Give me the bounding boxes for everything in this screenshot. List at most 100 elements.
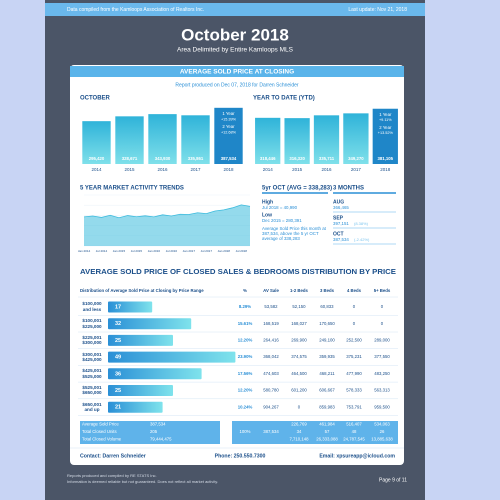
- table-cell: 477,990: [346, 371, 362, 376]
- table-cell: 368,042: [263, 354, 279, 359]
- column-header: %: [243, 288, 247, 293]
- column-header: 3 Beds: [320, 288, 335, 293]
- range-label: $225,001 $300,000: [82, 334, 102, 346]
- month-name: AUG: [333, 199, 344, 205]
- x-tick-label: Jul 2017: [201, 249, 213, 253]
- x-tick-label: Jul 2015: [131, 249, 143, 253]
- change-note: 1 Year: [379, 112, 392, 117]
- table-cell: 0: [353, 304, 356, 309]
- table-cell: 374,575: [291, 354, 307, 359]
- change-note: 2 Year: [379, 125, 392, 130]
- bar: [108, 301, 153, 313]
- table-cell: 359,935: [319, 354, 335, 359]
- avg-heading: 5yr OCT (AVG = 338,283): [262, 186, 332, 192]
- x-tick-label: Jan 2016: [148, 249, 161, 253]
- bar-label: 25: [115, 388, 121, 394]
- month-value: 387,534: [333, 237, 349, 242]
- disclaimer: Information is deemed reliable but not g…: [67, 479, 218, 484]
- table-cell: 249,100: [319, 338, 335, 343]
- table-cell: 753,791: [346, 404, 362, 409]
- chart-title: OCTOBER: [80, 96, 111, 102]
- x-tick-label: Jul 2018: [236, 249, 248, 253]
- table-cell: 168,519: [263, 321, 279, 326]
- column-header: 4 Beds: [347, 288, 362, 293]
- x-tick-label: Jan 2018: [218, 249, 231, 253]
- x-tick-label: 2018: [223, 167, 234, 172]
- change-note: +13.52%: [378, 131, 394, 135]
- month-change: (-2.42%): [354, 237, 370, 242]
- phone: Phone: 250.550.7300: [215, 453, 266, 459]
- page-number: Page 9 of 11: [379, 477, 407, 483]
- summary-label: Total Closed Volume: [82, 437, 122, 442]
- change-note: +15.39%: [221, 117, 237, 121]
- summary-beds: 13,885,638: [371, 437, 393, 442]
- top-strip: [45, 3, 425, 16]
- month-value: 366,465: [333, 205, 349, 210]
- change-note: +12.68%: [221, 130, 237, 134]
- table-cell: 8.29%: [239, 304, 251, 309]
- report-line: Report produced on Dec 07, 2018 for Darr…: [175, 82, 298, 88]
- bar: [108, 368, 202, 380]
- value-label: 318,446: [260, 156, 276, 161]
- chart-title: YEAR TO DATE (YTD): [253, 96, 315, 102]
- bar: [108, 385, 173, 396]
- table-cell: 0: [381, 321, 384, 326]
- value-label: 387,534: [221, 156, 237, 161]
- month-value: 397,151: [333, 221, 349, 226]
- table-cell: 601,200: [291, 388, 307, 393]
- table-title: AVERAGE SOLD PRICE OF CLOSED SALES & BED…: [80, 267, 396, 276]
- x-tick-label: 2015: [124, 167, 135, 172]
- x-tick-label: Jan 2015: [113, 249, 126, 253]
- table-cell: 60,833: [320, 304, 334, 309]
- x-tick-label: Jul 2016: [166, 249, 178, 253]
- table-cell: 17.56%: [238, 371, 253, 376]
- summary-beds: 516,407: [346, 422, 362, 427]
- line: [83, 204, 251, 219]
- summary-bg: [80, 421, 220, 444]
- x-tick-label: 2015: [292, 167, 303, 172]
- last-update: Last update: Nov 21, 2018: [348, 7, 407, 13]
- title: October 2018: [181, 25, 289, 44]
- summary-beds: 57: [325, 429, 330, 434]
- bar-label: 21: [115, 405, 121, 411]
- x-tick-label: 2016: [321, 167, 332, 172]
- range-label: $650,001 and up: [82, 401, 102, 412]
- bar-label: 49: [115, 355, 121, 361]
- subtitle: Area Delimited by Entire Kamloops MLS: [177, 47, 294, 54]
- months-heading: 3 MONTHS: [333, 186, 364, 192]
- table-cell: 0: [298, 404, 301, 409]
- month-name: SEP: [333, 215, 344, 221]
- table-cell: 580,780: [263, 388, 279, 393]
- value-label: 295,420: [89, 156, 105, 161]
- summary-beds: 7,710,148: [289, 437, 309, 442]
- summary-beds: 26: [380, 429, 385, 434]
- value-label: 349,270: [348, 156, 364, 161]
- credit: Reports produced and compiled by RE STAT…: [67, 473, 157, 478]
- table-cell: 578,333: [346, 388, 362, 393]
- bar-label: 17: [115, 304, 121, 310]
- bar: [343, 113, 369, 164]
- bar: [108, 334, 173, 346]
- bar-label: 36: [115, 371, 121, 377]
- table-cell: 0: [353, 321, 356, 326]
- bar-label: 25: [115, 338, 121, 344]
- contact: Contact: Darren Schneider: [80, 453, 146, 459]
- summary-av-sale: 387,534: [263, 429, 279, 434]
- month-name: OCT: [333, 231, 344, 237]
- x-tick-label: Jan 2017: [183, 249, 196, 253]
- table-cell: 269,900: [291, 338, 307, 343]
- table-axis-label: Distribution of Average Sold Price at Cl…: [80, 288, 204, 293]
- table-cell: 468,211: [319, 371, 335, 376]
- x-tick-label: 2017: [351, 167, 362, 172]
- bar: [255, 117, 281, 164]
- summary-beds: 24,787,545: [343, 437, 365, 442]
- chart-title: 5 YEAR MARKET ACTIVITY TRENDS: [80, 186, 184, 192]
- bar-label: 32: [115, 321, 121, 327]
- x-tick-label: 2014: [91, 167, 102, 172]
- x-tick-label: 2017: [190, 167, 201, 172]
- table-cell: 483,250: [374, 371, 390, 376]
- summary-beds: 34: [297, 429, 302, 434]
- summary-value: 387,534: [150, 422, 166, 427]
